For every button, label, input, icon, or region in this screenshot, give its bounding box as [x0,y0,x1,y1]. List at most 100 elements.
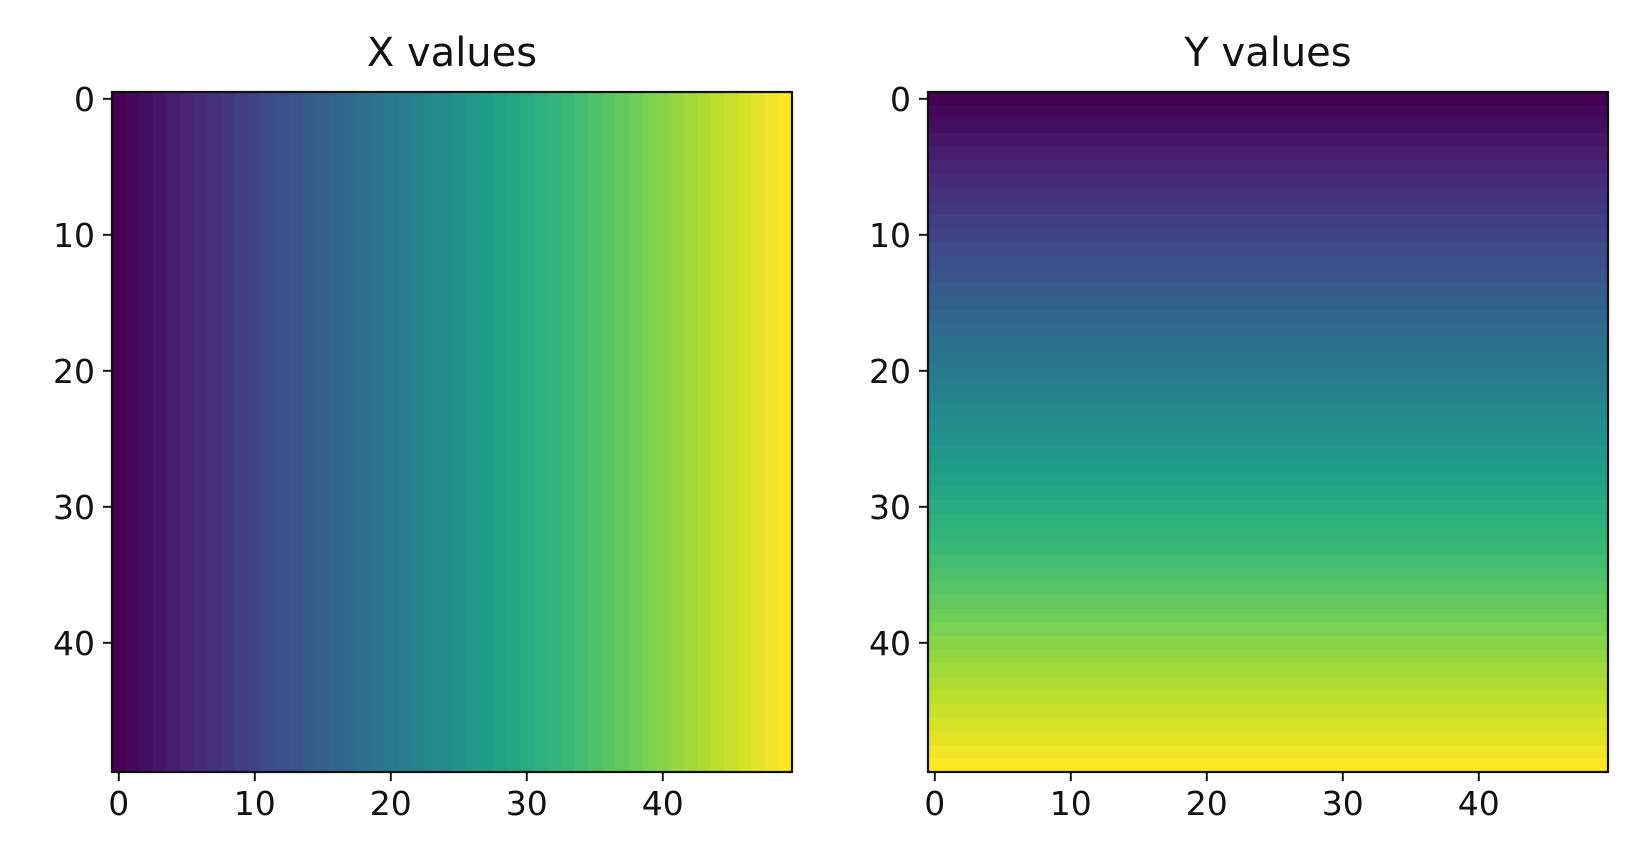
y-values-ytick-label-20: 20 [869,352,911,391]
y-values-stripe-14 [928,282,1609,297]
y-values-stripe-27 [928,459,1609,474]
x-values-stripe-2 [139,92,154,773]
y-values-stripe-39 [928,622,1609,637]
x-values-ytick-label-40: 40 [53,624,95,663]
x-values-stripe-3 [152,92,167,773]
x-values-title: X values [367,30,537,76]
y-values-stripe-21 [928,377,1609,392]
x-values-ytick-label-20: 20 [53,352,95,391]
x-values-xtick-label-30: 30 [506,784,548,823]
x-values-xtick-label-0: 0 [108,784,129,823]
x-values-stripe-24 [438,92,453,773]
x-values-heatmap [112,92,793,773]
y-values-stripe-5 [928,160,1609,175]
y-values-stripe-19 [928,350,1609,365]
x-values-ytick-label-0: 0 [74,80,95,119]
x-values-stripe-8 [220,92,235,773]
y-values-stripe-48 [928,744,1609,759]
x-values-stripe-25 [452,92,467,773]
y-values-stripe-13 [928,268,1609,283]
x-values-stripe-31 [533,92,548,773]
y-values-stripe-30 [928,500,1609,515]
x-values-stripe-38 [628,92,643,773]
y-values-axes-frame [926,90,1610,774]
y-values-xtick-label-30: 30 [1322,784,1364,823]
x-values-stripe-32 [547,92,562,773]
y-values-stripe-41 [928,649,1609,664]
y-values-stripe-9 [928,214,1609,229]
y-values-ytick-label-30: 30 [869,488,911,527]
x-values-stripe-46 [737,92,752,773]
x-values-stripe-11 [261,92,276,773]
y-values-stripe-15 [928,296,1609,311]
y-values-stripe-45 [928,704,1609,719]
x-values-stripe-47 [751,92,766,773]
x-values-axes: 0 10 20 30 40 0 10 20 30 40 [53,80,794,823]
x-values-stripe-14 [302,92,317,773]
y-values-stripe-7 [928,187,1609,202]
y-values-stripe-4 [928,146,1609,161]
x-values-stripe-45 [724,92,739,773]
x-values-stripe-17 [343,92,358,773]
x-values-stripe-36 [601,92,616,773]
y-values-axes: 0 10 20 30 40 0 10 20 30 40 [869,80,1610,823]
y-values-stripe-43 [928,676,1609,691]
x-values-stripe-15 [316,92,331,773]
y-values-stripe-3 [928,132,1609,147]
y-values-stripe-18 [928,336,1609,351]
x-values-stripe-23 [424,92,439,773]
x-values-stripe-20 [384,92,399,773]
y-values-stripe-24 [928,418,1609,433]
y-values-stripe-35 [928,568,1609,583]
x-values-stripe-37 [615,92,630,773]
x-values-stripe-16 [329,92,344,773]
x-values-stripe-49 [778,92,793,773]
y-values-stripe-31 [928,513,1609,528]
y-values-xtick-label-20: 20 [1186,784,1228,823]
x-values-stripe-22 [411,92,426,773]
y-values-stripe-23 [928,404,1609,419]
y-values-stripe-40 [928,636,1609,651]
x-values-xtick-label-10: 10 [234,784,276,823]
y-values-xtick-label-0: 0 [924,784,945,823]
y-values-stripe-11 [928,241,1609,256]
x-values-stripe-27 [479,92,494,773]
x-values-axes-frame [110,90,794,774]
x-values-ytick-label-30: 30 [53,488,95,527]
x-values-ytick-label-10: 10 [53,216,95,255]
x-values-stripe-4 [166,92,181,773]
y-values-stripe-47 [928,731,1609,746]
x-values-stripe-28 [492,92,507,773]
y-values-stripe-22 [928,391,1609,406]
y-values-stripe-1 [928,105,1609,120]
y-values-stripe-10 [928,228,1609,243]
x-values-stripe-42 [683,92,698,773]
y-values-stripe-38 [928,608,1609,623]
x-values-stripe-0 [112,92,127,773]
y-values-stripe-6 [928,173,1609,188]
x-values-stripe-9 [234,92,249,773]
x-values-stripe-21 [397,92,412,773]
y-values-stripe-25 [928,432,1609,447]
y-values-stripe-8 [928,200,1609,215]
x-values-stripe-6 [193,92,208,773]
y-values-ytick-label-0: 0 [890,80,911,119]
y-values-title: Y values [1183,30,1351,76]
y-values-stripe-0 [928,92,1609,107]
y-values-ytick-label-40: 40 [869,624,911,663]
x-values-stripe-33 [560,92,575,773]
x-values-stripe-13 [288,92,303,773]
x-values-stripe-48 [764,92,779,773]
y-values-xtick-label-10: 10 [1050,784,1092,823]
x-values-stripe-7 [207,92,222,773]
x-values-stripe-12 [275,92,290,773]
x-values-stripe-26 [465,92,480,773]
y-values-panel: Y values 0 10 20 30 40 0 10 20 30 40 [869,30,1610,823]
x-values-stripe-43 [696,92,711,773]
x-values-stripe-30 [520,92,535,773]
x-values-xtick-label-40: 40 [642,784,684,823]
y-values-xtick-label-40: 40 [1458,784,1500,823]
y-values-ytick-label-10: 10 [869,216,911,255]
y-values-stripe-29 [928,486,1609,501]
